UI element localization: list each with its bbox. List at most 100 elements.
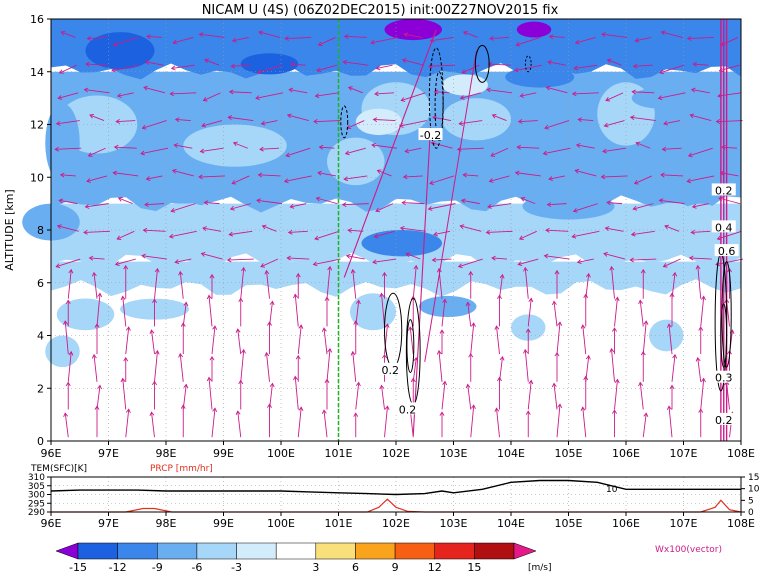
wind-vector <box>642 413 647 438</box>
wind-vector-head <box>382 353 387 359</box>
main-grid <box>51 19 741 441</box>
wind-vector <box>611 266 615 299</box>
wind-vector-head <box>142 227 148 233</box>
wind-vector <box>490 147 509 157</box>
x-tick-label: 99E <box>213 447 234 460</box>
wind-vector-head <box>571 233 577 239</box>
contour-label-bg <box>711 220 736 233</box>
wind-vector-head <box>141 124 147 130</box>
wind-vector-head <box>65 381 71 387</box>
wind-vector-head <box>442 298 448 304</box>
wind-vector-head <box>198 32 204 38</box>
colorbar-tick-label: 15 <box>467 561 481 574</box>
wind-vector <box>269 301 273 327</box>
wind-vector-head <box>497 376 502 382</box>
wind-vector-head <box>643 320 649 325</box>
wind-vector <box>232 175 250 185</box>
wind-vector-head <box>513 67 519 73</box>
wind-vector-head <box>686 36 692 41</box>
wind-vector <box>668 406 673 438</box>
colorbar-segment <box>77 542 118 560</box>
wind-vector-head <box>523 348 528 354</box>
negative-contour <box>434 71 444 141</box>
wind-vector <box>548 175 566 180</box>
wind-vector <box>574 64 598 69</box>
wind-vector-head <box>657 95 663 101</box>
y-tick-label: 310 <box>28 473 45 483</box>
y-tick-label: 4 <box>37 330 44 343</box>
wind-vector <box>67 351 72 382</box>
wind-vector-head <box>343 176 349 182</box>
wind-vectors <box>54 19 744 441</box>
wind-vector-head <box>327 347 333 353</box>
y-tick-label: 290 <box>28 508 45 518</box>
wind-vector <box>553 383 558 410</box>
wind-vector <box>64 321 69 355</box>
wind-vector-head <box>173 143 179 148</box>
wind-vector <box>402 59 424 66</box>
wind-vector-head <box>462 30 468 36</box>
wind-vector <box>689 257 712 260</box>
wind-vector <box>229 230 253 236</box>
colorbar-segment <box>474 542 515 560</box>
wind-vector <box>323 410 328 438</box>
wind-vector-head <box>557 403 563 408</box>
wind-vector <box>257 64 282 74</box>
wind-vector-head <box>289 203 295 209</box>
wind-vector-head <box>202 97 208 102</box>
u-field-patch <box>459 158 575 191</box>
wind-vector <box>259 147 280 150</box>
wind-vector <box>691 89 710 94</box>
wind-vector <box>355 300 360 327</box>
wind-vector <box>59 199 78 205</box>
wind-vector-head <box>690 87 696 93</box>
wind-vector <box>232 37 249 42</box>
wind-vector-head <box>514 170 520 176</box>
colorbar-high-triangle <box>513 542 537 560</box>
wind-vector-head <box>547 59 552 65</box>
wind-vector-head <box>439 411 445 416</box>
y-tick-label: 0 <box>37 435 44 448</box>
wind-vector-head <box>486 87 491 93</box>
wind-vector-head <box>585 272 591 278</box>
colorbar-segment <box>157 542 198 560</box>
wind-vector <box>170 92 197 95</box>
wind-vector <box>151 330 155 355</box>
wind-vector-head <box>585 354 591 360</box>
wind-vector-head <box>55 263 61 269</box>
wind-vector-head <box>515 41 521 47</box>
wind-vector-head <box>241 348 246 354</box>
wind-vector <box>662 147 682 150</box>
wind-vector <box>200 147 224 152</box>
wind-vector-head <box>433 231 438 237</box>
wind-vector <box>287 257 310 260</box>
wind-vector <box>406 253 421 260</box>
wind-vector <box>175 258 192 263</box>
wind-vector <box>412 357 417 382</box>
wind-vector-head <box>170 207 176 213</box>
y-tick-label: 300 <box>28 491 45 501</box>
wind-vector <box>352 351 357 382</box>
u-field-patch <box>442 98 511 141</box>
x-tick-label: 100E <box>267 517 295 530</box>
wind-vector <box>572 92 599 95</box>
x-tick-label: 97E <box>98 517 119 530</box>
wind-vector-head <box>716 235 722 241</box>
u-field-patch <box>240 53 299 75</box>
wind-vector-head <box>172 39 178 45</box>
wind-vector <box>144 203 165 206</box>
wind-vector-head <box>183 301 189 307</box>
wind-vector-head <box>609 347 615 353</box>
u-field-patch <box>511 314 546 341</box>
wind-vector-head <box>436 267 442 273</box>
positive-contour <box>474 44 490 83</box>
wind-vector <box>85 63 109 66</box>
wind-vector-head <box>261 224 267 230</box>
wind-vector <box>346 255 365 260</box>
y-tick-label: 305 <box>28 482 45 492</box>
wind-vector <box>556 404 561 438</box>
wind-vector-head <box>144 59 150 65</box>
wind-vector-head <box>347 227 353 233</box>
wind-vector <box>93 354 98 382</box>
x-tick-label: 96E <box>41 447 62 460</box>
